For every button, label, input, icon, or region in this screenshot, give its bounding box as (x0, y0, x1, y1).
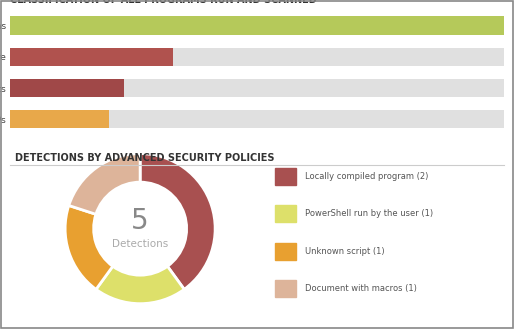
Bar (274, 168, 296, 185)
Wedge shape (140, 154, 215, 289)
Wedge shape (65, 206, 113, 289)
Wedge shape (96, 266, 184, 304)
Bar (10, 110, 109, 128)
Wedge shape (69, 154, 140, 214)
Bar (10, 48, 173, 66)
Bar (10, 79, 124, 97)
Bar (274, 280, 296, 297)
Text: Locally compiled program (2): Locally compiled program (2) (305, 172, 429, 181)
Text: Document with macros (1): Document with macros (1) (305, 284, 417, 293)
Text: 5: 5 (131, 207, 149, 235)
Text: PowerShell run by the user (1): PowerShell run by the user (1) (305, 209, 433, 218)
Bar (10, 48, 504, 66)
Bar (10, 16, 504, 35)
Bar (10, 79, 504, 97)
Bar (274, 243, 296, 260)
Bar (274, 205, 296, 222)
Text: Detections: Detections (112, 239, 168, 249)
Text: CLASSIFICATION OF ALL PROGRAMS RUN AND SCANNED: CLASSIFICATION OF ALL PROGRAMS RUN AND S… (10, 0, 317, 5)
Bar (10, 16, 504, 35)
Bar (10, 110, 504, 128)
Text: Unknown script (1): Unknown script (1) (305, 247, 384, 256)
Text: DETECTIONS BY ADVANCED SECURITY POLICIES: DETECTIONS BY ADVANCED SECURITY POLICIES (15, 153, 275, 163)
